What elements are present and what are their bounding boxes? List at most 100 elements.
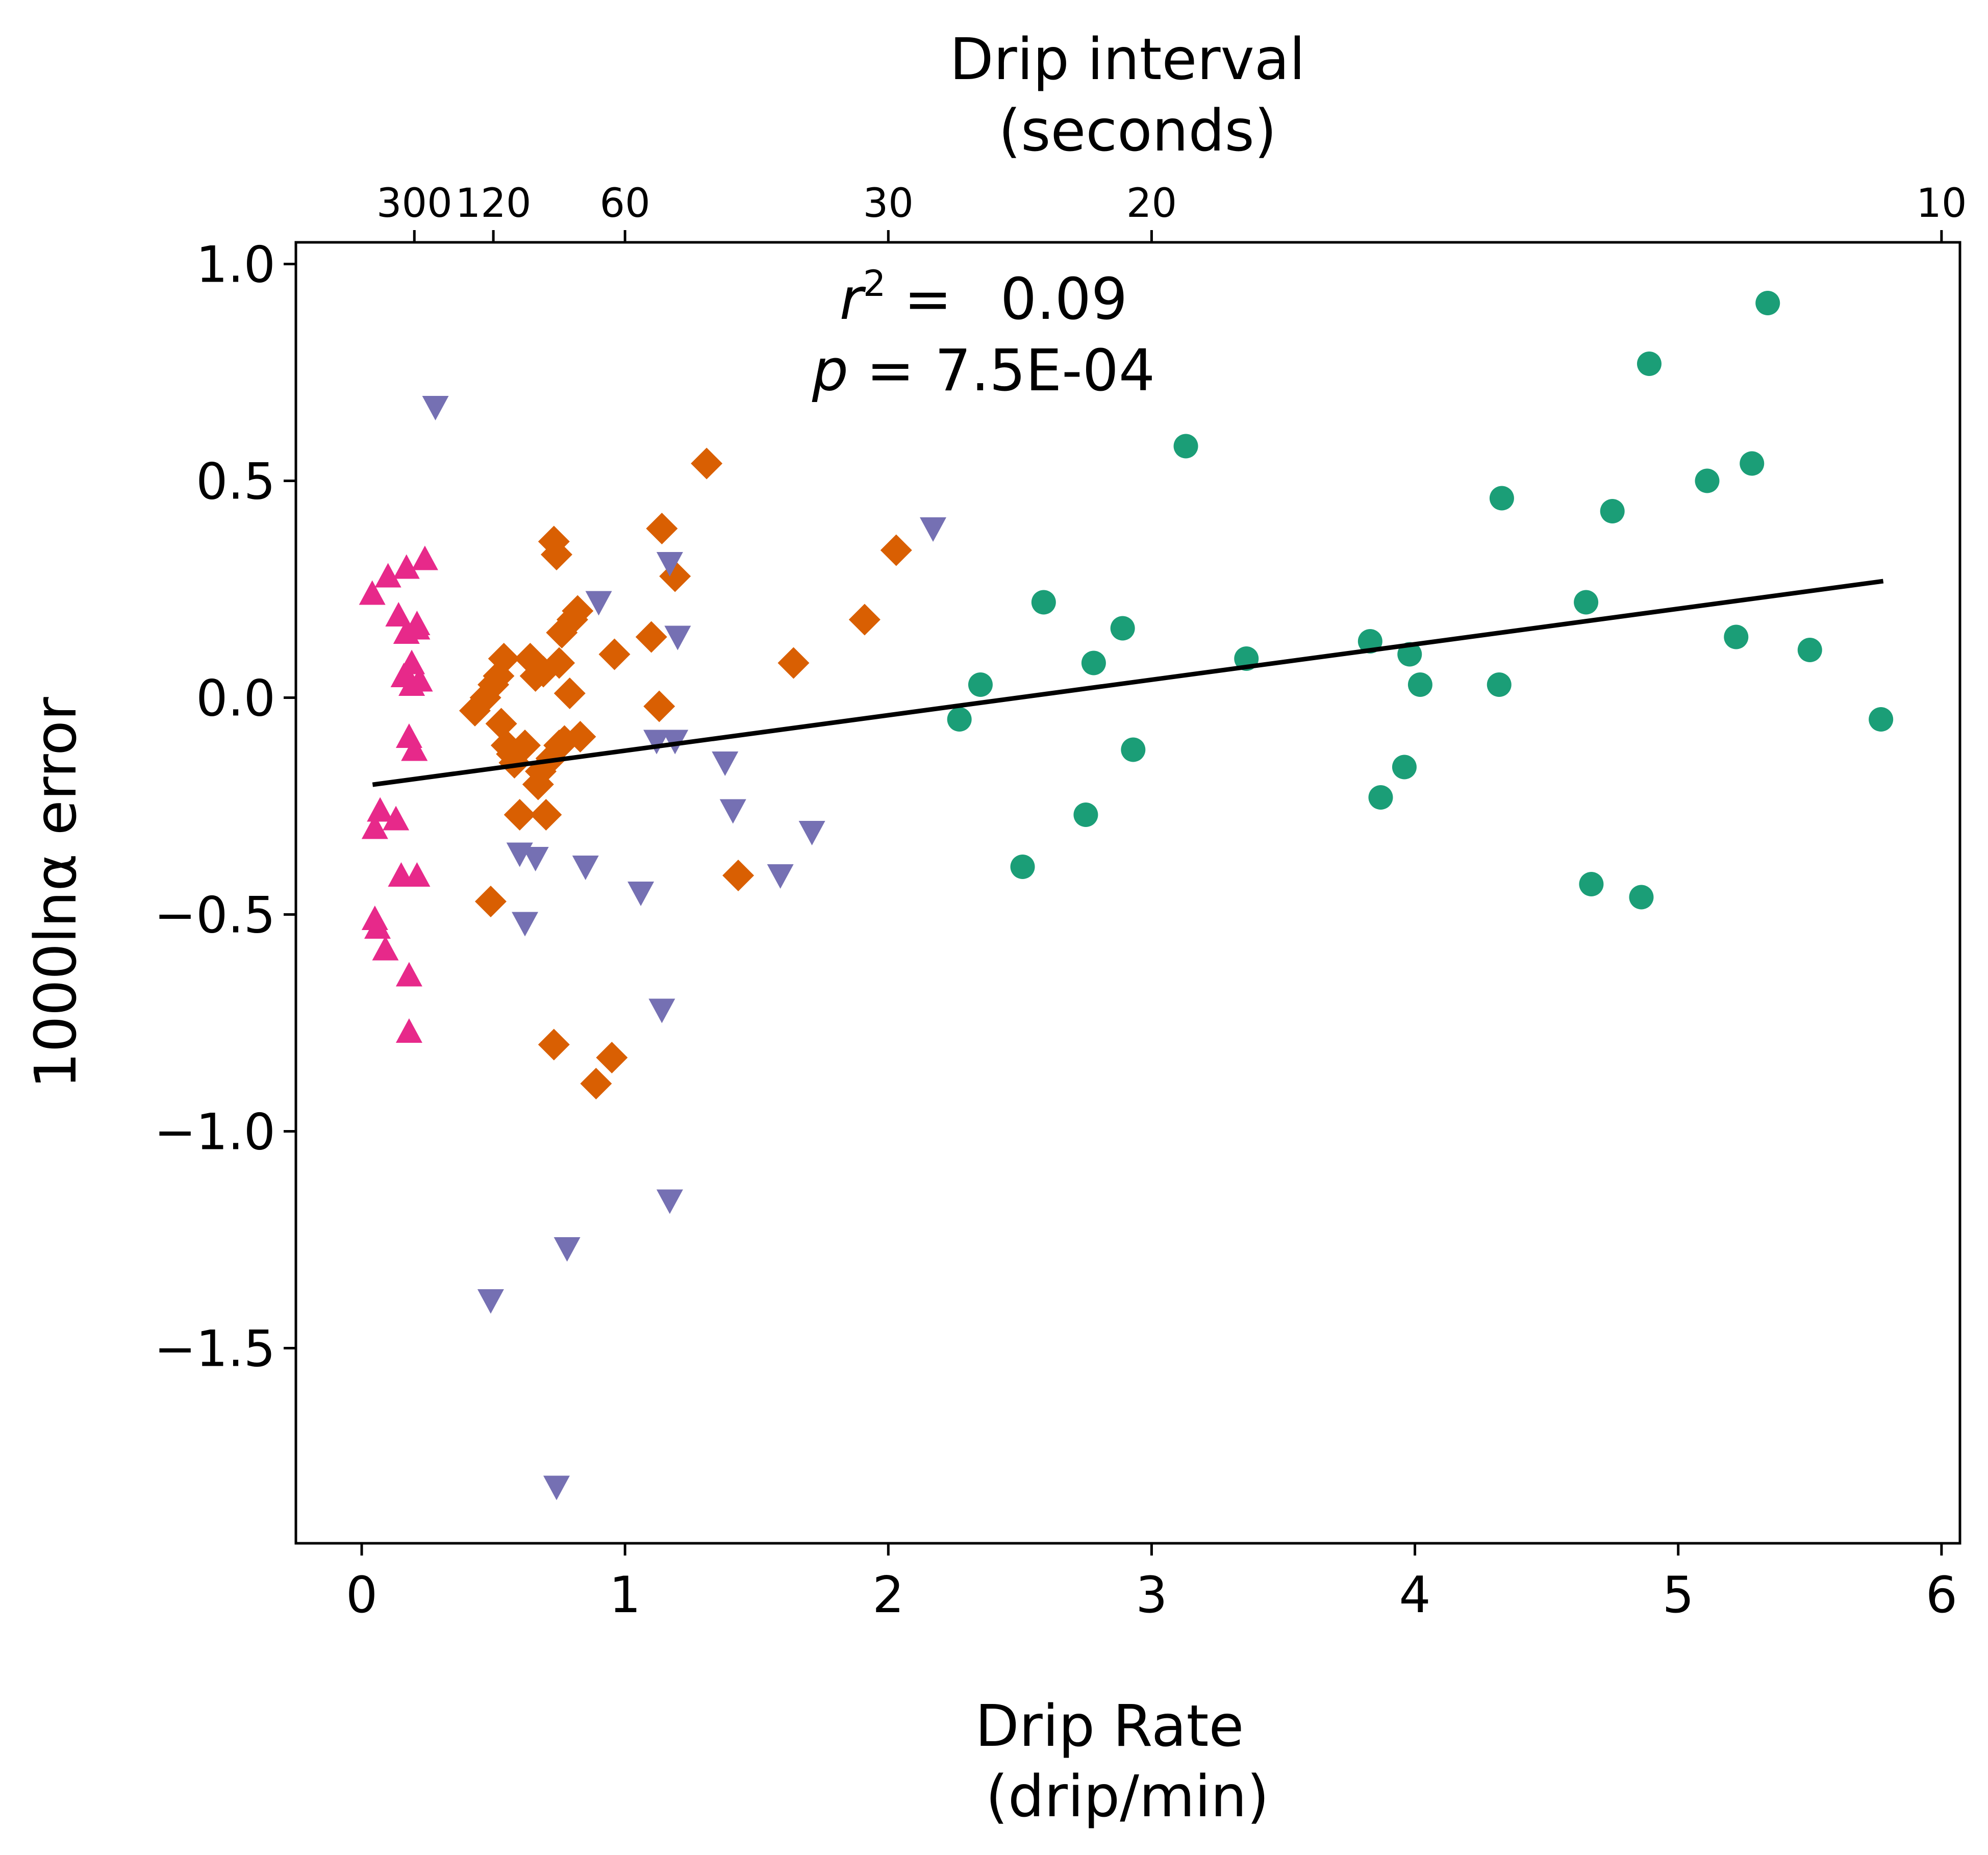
data-point-circle bbox=[1081, 650, 1106, 675]
data-point-triangle-down bbox=[477, 1289, 504, 1314]
data-point-circle bbox=[1869, 707, 1894, 732]
p-equals: = bbox=[848, 338, 914, 404]
x-tick-label: 4 bbox=[1399, 1566, 1430, 1624]
top-tick-label: 30 bbox=[863, 181, 914, 227]
data-point-triangle-down bbox=[422, 396, 449, 420]
top-tick-label: 20 bbox=[1126, 181, 1177, 227]
y-tick-label: −1.5 bbox=[154, 1320, 275, 1378]
data-point-diamond bbox=[543, 647, 575, 679]
data-point-triangle-down bbox=[656, 552, 683, 576]
data-point-triangle-up bbox=[361, 814, 388, 839]
y-axis-ticks: 1.0 0.5 0.0 −0.5 −1.0 −1.5 bbox=[154, 236, 296, 1378]
data-point-triangle-up bbox=[374, 563, 401, 588]
x-tick-label: 6 bbox=[1926, 1566, 1957, 1624]
data-point-circle bbox=[1574, 590, 1599, 615]
data-point-triangle-up bbox=[364, 914, 391, 939]
data-point-circle bbox=[1487, 672, 1512, 697]
top-tick-label: 10 bbox=[1916, 181, 1967, 227]
data-point-triangle-down bbox=[719, 799, 746, 824]
data-point-diamond bbox=[722, 860, 754, 891]
data-point-circle bbox=[968, 672, 993, 697]
data-point-diamond bbox=[562, 595, 594, 627]
y-tick-label: −0.5 bbox=[154, 887, 275, 945]
data-point-triangle-down bbox=[512, 912, 539, 937]
data-point-diamond bbox=[538, 1029, 570, 1061]
data-point-triangle-down bbox=[712, 751, 739, 776]
data-point-triangle-up bbox=[406, 667, 433, 692]
data-point-circle bbox=[1010, 855, 1035, 879]
y-tick-label: −1.0 bbox=[154, 1104, 275, 1162]
data-point-circle bbox=[1121, 737, 1146, 762]
data-point-triangle-up bbox=[393, 554, 420, 579]
data-point-triangle-up bbox=[395, 1018, 422, 1043]
p-value-annotation: p = 7.5E-04 bbox=[812, 338, 1155, 404]
x-axis-label-line1: Drip Rate bbox=[975, 1693, 1244, 1760]
data-point-triangle-up bbox=[385, 602, 412, 626]
data-point-circle bbox=[1637, 352, 1662, 376]
top-axis-label-line1: Drip interval bbox=[949, 27, 1305, 93]
data-point-triangle-up bbox=[383, 806, 410, 831]
data-point-triangle-up bbox=[404, 615, 431, 640]
r-squared-value: 0.09 bbox=[1000, 266, 1127, 333]
r-squared-annotation: r2 = 0.09 bbox=[840, 263, 1127, 333]
x-tick-label: 1 bbox=[609, 1566, 641, 1624]
data-point-triangle-down bbox=[648, 998, 675, 1023]
data-point-circle bbox=[1368, 785, 1393, 810]
data-point-triangle-down bbox=[767, 864, 794, 889]
r-symbol: r bbox=[840, 266, 866, 333]
data-point-triangle-up bbox=[401, 736, 428, 761]
data-point-circle bbox=[1392, 755, 1417, 780]
data-point-diamond bbox=[564, 721, 596, 753]
data-point-diamond bbox=[635, 621, 667, 653]
data-point-triangle-up bbox=[359, 580, 386, 605]
data-point-diamond bbox=[598, 638, 631, 670]
r-equals: = bbox=[886, 266, 951, 333]
data-point-diamond bbox=[488, 643, 520, 674]
x-axis-label-line2: (drip/min) bbox=[986, 1764, 1269, 1830]
x-axis-ticks: 0 1 2 3 4 5 6 bbox=[346, 1543, 1957, 1624]
top-axis-ticks: 300 120 60 30 20 10 bbox=[376, 181, 1967, 242]
data-point-circle bbox=[1407, 672, 1432, 697]
data-point-diamond bbox=[848, 604, 880, 636]
data-point-triangle-up bbox=[372, 936, 399, 961]
data-point-triangle-down bbox=[643, 730, 670, 755]
data-point-circle bbox=[1740, 451, 1765, 476]
y-tick-label: 0.0 bbox=[196, 670, 275, 728]
x-tick-label: 5 bbox=[1663, 1566, 1694, 1624]
data-point-triangle-down bbox=[553, 1237, 581, 1262]
data-point-circle bbox=[947, 707, 972, 732]
data-point-triangle-up bbox=[367, 797, 394, 822]
data-point-circle bbox=[1724, 624, 1749, 649]
data-point-diamond bbox=[504, 799, 536, 831]
data-point-diamond bbox=[596, 1042, 628, 1073]
data-point-triangle-up bbox=[404, 862, 431, 887]
data-point-circle bbox=[1797, 638, 1822, 662]
p-value: 7.5E-04 bbox=[935, 338, 1155, 404]
data-point-diamond bbox=[580, 1068, 612, 1099]
data-point-triangle-up bbox=[395, 962, 422, 987]
data-point-diamond bbox=[530, 799, 562, 831]
data-point-diamond bbox=[509, 730, 541, 761]
data-point-diamond bbox=[880, 534, 912, 566]
data-point-circle bbox=[1695, 468, 1720, 493]
data-point-triangle-down bbox=[585, 591, 612, 616]
x-tick-label: 0 bbox=[346, 1566, 378, 1624]
top-tick-label: 120 bbox=[456, 181, 532, 227]
data-point-triangle-up bbox=[398, 649, 425, 674]
data-point-circle bbox=[1629, 885, 1654, 910]
y-tick-label: 0.5 bbox=[196, 453, 275, 511]
data-point-diamond bbox=[777, 647, 810, 679]
top-axis-label-line2: (seconds) bbox=[998, 98, 1276, 164]
plot-frame bbox=[294, 241, 1961, 1545]
y-tick-label: 1.0 bbox=[196, 236, 275, 294]
data-point-circle bbox=[1110, 616, 1135, 641]
data-point-triangle-down bbox=[664, 625, 691, 650]
r-exponent: 2 bbox=[863, 263, 886, 305]
top-tick-label: 60 bbox=[600, 181, 650, 227]
data-point-circle bbox=[1397, 642, 1422, 667]
data-point-circle bbox=[1073, 803, 1098, 827]
y-axis-label: 1000lnα error bbox=[23, 696, 89, 1089]
data-point-triangle-down bbox=[627, 882, 655, 906]
data-point-triangle-down bbox=[522, 847, 549, 871]
